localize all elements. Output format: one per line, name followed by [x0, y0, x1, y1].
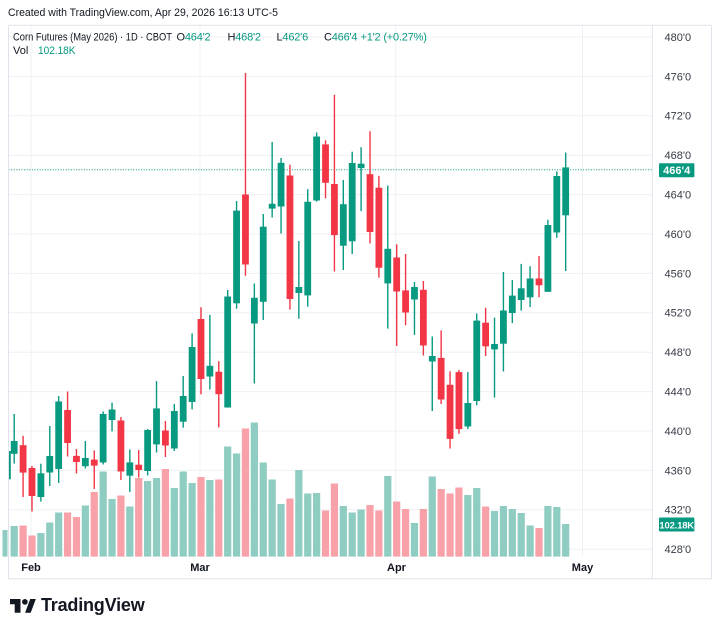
svg-text:Vol: Vol [13, 45, 28, 57]
svg-text:452'0: 452'0 [665, 308, 692, 320]
svg-text:Mar: Mar [190, 562, 210, 574]
svg-text:Feb: Feb [21, 562, 41, 574]
svg-text:468'0: 468'0 [665, 150, 692, 162]
svg-text:102.18K: 102.18K [38, 45, 76, 57]
svg-text:TradingView: TradingView [41, 595, 146, 615]
svg-text:Apr: Apr [387, 562, 407, 574]
svg-text:464'0: 464'0 [665, 190, 692, 202]
svg-text:440'0: 440'0 [665, 426, 692, 438]
svg-text:444'0: 444'0 [665, 387, 692, 399]
svg-text:102.18K: 102.18K [659, 520, 694, 531]
svg-text:Created with TradingView.com,: Created with TradingView.com, Apr 29, 20… [8, 7, 278, 19]
svg-text:466'4: 466'4 [663, 165, 691, 177]
svg-text:Corn Futures (May 2026) · 1D ·: Corn Futures (May 2026) · 1D · CBOT [13, 32, 172, 44]
svg-text:480'0: 480'0 [665, 32, 692, 44]
svg-text:476'0: 476'0 [665, 71, 692, 83]
svg-text:436'0: 436'0 [665, 465, 692, 477]
svg-text:May: May [572, 562, 594, 574]
svg-text:456'0: 456'0 [665, 268, 692, 280]
svg-text:448'0: 448'0 [665, 347, 692, 359]
svg-text:432'0: 432'0 [665, 505, 692, 517]
svg-text:472'0: 472'0 [665, 111, 692, 123]
svg-text:460'0: 460'0 [665, 229, 692, 241]
svg-text:428'0: 428'0 [665, 544, 692, 556]
